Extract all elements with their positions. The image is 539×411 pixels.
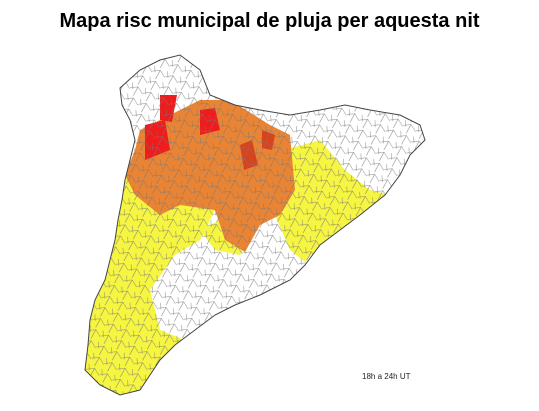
time-label: 18h a 24h UT bbox=[362, 372, 411, 381]
catalonia-outline bbox=[84, 54, 426, 396]
map-title: Mapa risc municipal de pluja per aquesta… bbox=[59, 10, 480, 32]
